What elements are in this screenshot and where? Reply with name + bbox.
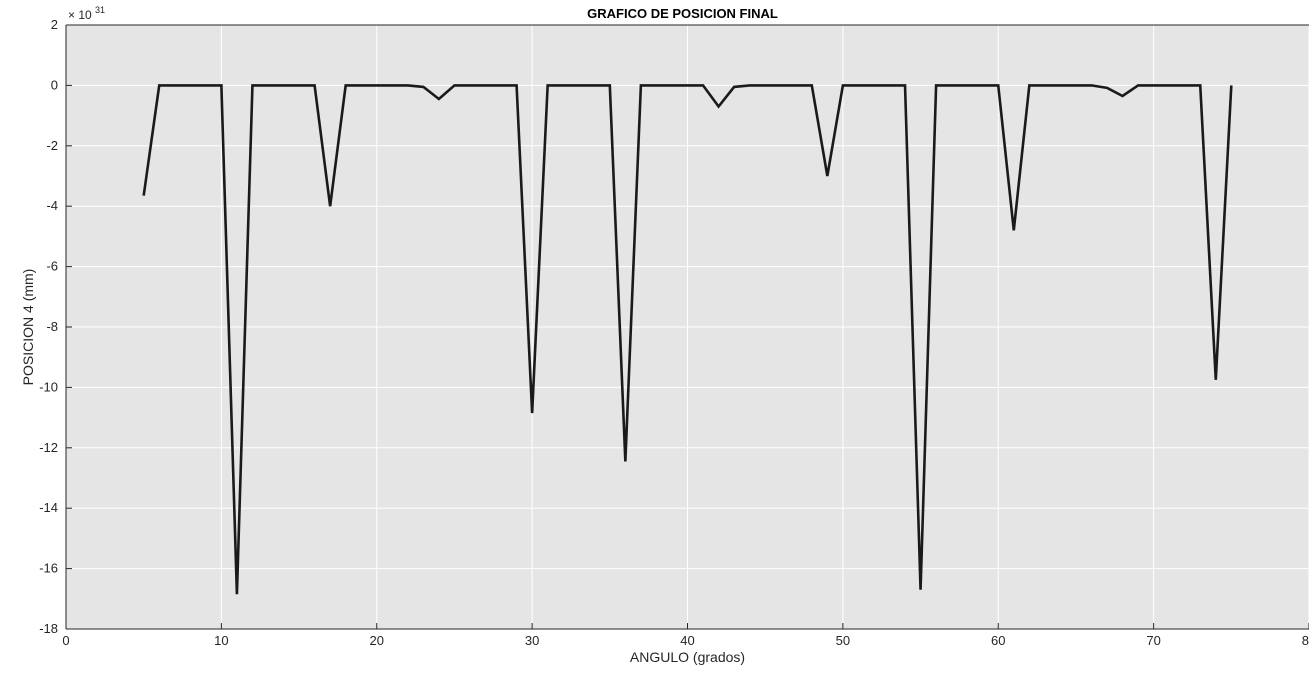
y-tick-label: -14: [39, 500, 58, 515]
y-tick-label: -2: [46, 138, 58, 153]
chart-title: GRAFICO DE POSICION FINAL: [587, 6, 778, 21]
x-axis-title: ANGULO (grados): [630, 649, 745, 665]
y-exponent-power: 31: [95, 5, 105, 15]
x-tick-label: 40: [680, 633, 694, 648]
x-tick-label: 60: [991, 633, 1005, 648]
y-tick-label: -16: [39, 561, 58, 576]
axes: [65, 24, 1309, 630]
y-axis-exponent: × 10 31: [68, 5, 105, 22]
x-tick-label: 80: [1302, 633, 1309, 648]
y-tick-label: 0: [51, 77, 58, 92]
x-tick-label: 30: [525, 633, 539, 648]
x-tick-label: 20: [370, 633, 384, 648]
y-tick-label: -6: [46, 259, 58, 274]
y-tick-label: -4: [46, 198, 58, 213]
x-tick-label: 50: [836, 633, 850, 648]
x-tick-label: 0: [62, 633, 69, 648]
y-tick-label: -18: [39, 621, 58, 636]
y-axis-title: POSICION 4 (mm): [20, 269, 36, 386]
y-tick-label: 2: [51, 17, 58, 32]
y-tick-label: -8: [46, 319, 58, 334]
y-tick-label: -10: [39, 379, 58, 394]
x-tick-label: 70: [1146, 633, 1160, 648]
series: [142, 84, 1233, 595]
series-line: [142, 84, 1233, 595]
x-tick-label: 10: [214, 633, 228, 648]
y-exponent-base: × 10: [68, 8, 92, 22]
tick-labels: 0102030405060708020-2-4-6-8-10-12-14-16-…: [39, 17, 1309, 648]
y-tick-label: -12: [39, 440, 58, 455]
